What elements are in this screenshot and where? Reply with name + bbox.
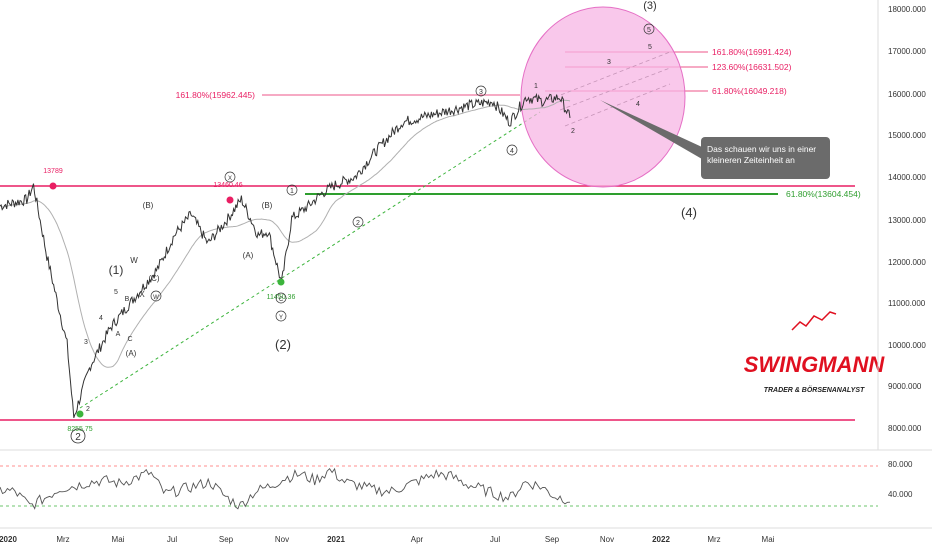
pivot-marker-b [226,196,234,204]
x-tick-label-jul-2: Jul [490,535,500,544]
svg-text:4: 4 [510,148,514,155]
wave-label-a-1: (A) [126,349,137,358]
wave-label-3-top: (3) [643,0,656,12]
circled-label-c: C [275,292,287,304]
x-tick-label-sep-2: Sep [545,535,560,544]
x-tick-label-nov-2: Nov [600,535,614,544]
svg-text:Y: Y [279,315,283,321]
y-tick-label-9000: 9000.000 [888,382,922,391]
pivot-marker-high [49,182,57,190]
wave-label-1-major: (1) [109,263,124,277]
wave-label-4-channel: 4 [636,101,640,108]
fib-label-16049: 61.80%(16049.218) [712,86,787,96]
y-tick-label-11000: 11000.000 [888,299,926,308]
y-tick-label-10000: 10000.000 [888,341,926,350]
wave-label-5-channel: 5 [648,44,652,51]
x-tick-label-mrz-2: Mrz [707,535,720,544]
fib-label-16991: 161.80%(16991.424) [712,47,792,57]
y-tick-label-8000: 8000.000 [888,424,922,433]
svg-text:2: 2 [75,432,81,443]
x-tick-label-jul-1: Jul [167,535,177,544]
price-label-c: 11450.36 [267,294,296,301]
svg-text:2: 2 [356,220,360,227]
svg-text:5: 5 [647,27,651,34]
y-tick-label-15000: 15000.000 [888,131,926,140]
logo-name: SWINGMANN [744,352,886,377]
trendline-green [79,111,541,409]
callout-pointer [600,100,702,159]
wave-label-3-small: 3 [84,339,88,346]
svg-text:1: 1 [290,188,294,195]
wave-label-2-major: (2) [275,337,291,352]
wave-label-w: W [130,256,138,265]
wave-label-a-small: A [116,331,121,338]
wave-label-4-major: (4) [681,205,697,220]
svg-text:C: C [279,297,284,303]
x-tick-label-mai-1: Mai [112,535,125,544]
x-tick-label-sep-1: Sep [219,535,234,544]
y-tick-label-14000: 14000.000 [888,173,926,182]
moving-average-line [0,99,571,368]
circled-label-2-major: 2 [70,428,86,444]
rsi-tick-label-80: 80.000 [888,460,913,469]
wave-label-x: X [139,290,145,299]
y-tick-label-16000: 16000.000 [888,90,926,99]
logo-subtitle: TRADER & BÖRSENANALYST [764,385,865,394]
wave-label-b-1: (B) [143,201,154,210]
wave-label-2-channel: 2 [571,128,575,135]
x-tick-label-2022: 2022 [652,535,670,544]
circled-label-1: 1 [286,184,298,196]
price-label-high: 13789 [43,168,63,175]
wave-label-c-small: C [127,336,132,343]
circled-label-w: W [150,290,162,302]
x-tick-label-2020: 2020 [0,535,17,544]
pivot-marker-c [277,278,285,286]
fib-label-13604: 61.80%(13604.454) [786,189,861,199]
y-tick-label-13000: 13000.000 [888,216,926,225]
circled-label-2: 2 [352,216,364,228]
wave-label-5-small: 5 [114,289,118,296]
wave-label-2-small: 2 [86,406,90,413]
wave-label-3-channel: 3 [607,59,611,66]
x-tick-label-apr: Apr [411,535,424,544]
y-tick-label-17000: 17000.000 [888,47,926,56]
rsi-tick-label-40: 40.000 [888,490,913,499]
callout-box [701,137,830,179]
y-tick-label-12000: 12000.000 [888,258,926,267]
wave-label-a-2: (A) [243,251,254,260]
circled-label-3: 3 [475,85,487,97]
price-line [0,92,571,418]
callout-text-line-2: kleineren Zeiteinheit an [707,155,795,165]
circled-label-4: 4 [506,144,518,156]
x-tick-label-nov-1: Nov [275,535,289,544]
price-label-b: 13460.46 [213,182,242,189]
highlight-circle [520,6,686,188]
pivot-marker-low [76,410,84,418]
callout-text-line-1: Das schauen wir uns in einer [707,144,816,154]
wave-label-1-small: 1 [534,83,538,90]
circled-label-5: 5 [643,23,655,35]
x-tick-label-mai-2: Mai [762,535,775,544]
svg-text:W: W [153,295,159,301]
wave-label-4-small: 4 [99,315,103,322]
logo: SWINGMANN TRADER & BÖRSENANALYST [744,311,886,394]
circled-label-x: X [224,171,236,183]
circled-label-y: Y [275,310,287,322]
x-tick-label-2021: 2021 [327,535,345,544]
svg-text:3: 3 [479,89,483,96]
callout-text: Das schauen wir uns in einer kleineren Z… [707,144,819,165]
wave-label-b-2: (B) [262,201,273,210]
wave-label-c-paren: (C) [148,274,159,283]
fib-label-16631: 123.60%(16631.502) [712,62,792,72]
y-tick-label-18000: 18000.000 [888,5,926,14]
svg-text:X: X [228,176,232,182]
x-tick-label-mrz-1: Mrz [56,535,69,544]
fib-label-15962: 161.80%(15962.445) [176,90,256,100]
wave-label-b-small: B [125,296,130,303]
logo-chart-icon [791,311,837,331]
rsi-line [0,467,571,510]
